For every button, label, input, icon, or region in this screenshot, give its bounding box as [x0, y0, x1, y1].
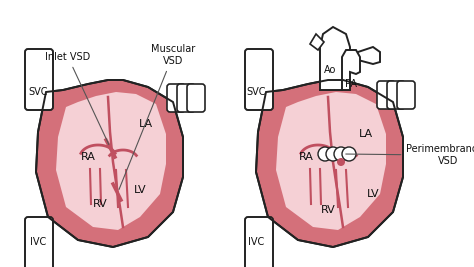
Text: SVC: SVC	[28, 87, 48, 97]
Text: LA: LA	[359, 129, 373, 139]
Polygon shape	[36, 80, 183, 247]
FancyBboxPatch shape	[245, 217, 273, 267]
Polygon shape	[276, 92, 386, 230]
Polygon shape	[170, 95, 202, 109]
Text: Perimembranous
VSD: Perimembranous VSD	[346, 144, 474, 166]
Circle shape	[326, 147, 340, 161]
Text: RA: RA	[299, 152, 313, 162]
Polygon shape	[320, 27, 380, 90]
Circle shape	[318, 147, 332, 161]
Text: SVC: SVC	[246, 87, 266, 97]
Polygon shape	[342, 50, 360, 90]
Polygon shape	[310, 34, 324, 50]
FancyBboxPatch shape	[25, 49, 53, 110]
Text: PA: PA	[345, 79, 357, 89]
FancyBboxPatch shape	[177, 84, 195, 112]
Text: Ao: Ao	[324, 65, 336, 75]
FancyBboxPatch shape	[245, 49, 273, 110]
FancyBboxPatch shape	[397, 81, 415, 109]
FancyBboxPatch shape	[167, 84, 185, 112]
FancyBboxPatch shape	[387, 81, 405, 109]
FancyBboxPatch shape	[187, 84, 205, 112]
Text: IVC: IVC	[30, 237, 46, 247]
Polygon shape	[56, 92, 166, 230]
Text: LA: LA	[139, 119, 153, 129]
Text: IVC: IVC	[248, 237, 264, 247]
FancyBboxPatch shape	[377, 81, 395, 109]
Text: LV: LV	[367, 189, 379, 199]
Text: RA: RA	[81, 152, 95, 162]
Text: RV: RV	[320, 205, 336, 215]
Polygon shape	[380, 92, 410, 104]
Text: RV: RV	[92, 199, 108, 209]
Circle shape	[334, 147, 348, 161]
FancyBboxPatch shape	[25, 217, 53, 267]
Text: Inlet VSD: Inlet VSD	[46, 52, 109, 144]
Polygon shape	[256, 80, 403, 247]
Circle shape	[342, 147, 356, 161]
Text: LV: LV	[134, 185, 146, 195]
Circle shape	[337, 158, 345, 166]
Text: Muscular
VSD: Muscular VSD	[119, 44, 195, 189]
